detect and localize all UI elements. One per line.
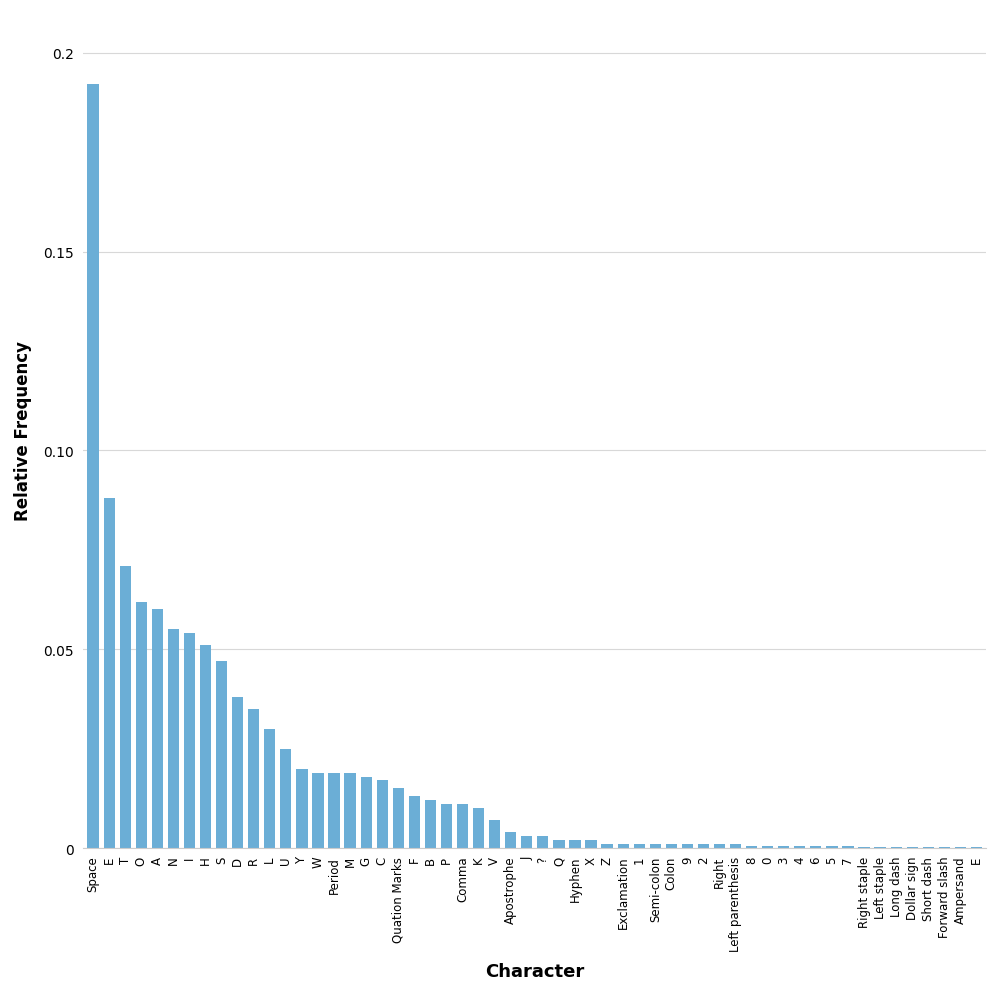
Bar — [280, 748, 291, 848]
Bar — [762, 846, 773, 848]
Bar — [634, 844, 645, 848]
Bar — [553, 840, 565, 848]
Bar — [377, 780, 388, 848]
Bar — [891, 847, 902, 848]
Bar — [344, 772, 356, 848]
Bar — [810, 846, 821, 848]
X-axis label: Character: Character — [485, 962, 584, 980]
Bar — [248, 709, 259, 848]
Bar — [473, 808, 484, 848]
Bar — [650, 844, 661, 848]
Bar — [152, 610, 163, 848]
Bar — [296, 768, 308, 848]
Bar — [328, 772, 340, 848]
Bar — [682, 844, 693, 848]
Bar — [312, 772, 324, 848]
Bar — [971, 847, 982, 848]
Bar — [425, 800, 436, 848]
Bar — [569, 840, 581, 848]
Bar — [842, 846, 854, 848]
Bar — [87, 85, 99, 848]
Bar — [409, 796, 420, 848]
Bar — [184, 634, 195, 848]
Bar — [457, 804, 468, 848]
Bar — [585, 840, 597, 848]
Bar — [441, 804, 452, 848]
Bar — [168, 630, 179, 848]
Bar — [601, 844, 613, 848]
Bar — [907, 847, 918, 848]
Bar — [618, 844, 629, 848]
Bar — [393, 788, 404, 848]
Bar — [505, 832, 516, 848]
Bar — [746, 846, 757, 848]
Bar — [826, 846, 838, 848]
Y-axis label: Relative Frequency: Relative Frequency — [14, 341, 32, 521]
Bar — [489, 820, 500, 848]
Bar — [794, 846, 805, 848]
Bar — [216, 662, 227, 848]
Bar — [232, 697, 243, 848]
Bar — [858, 847, 870, 848]
Bar — [120, 567, 131, 848]
Bar — [698, 844, 709, 848]
Bar — [714, 844, 725, 848]
Bar — [264, 729, 275, 848]
Bar — [955, 847, 966, 848]
Bar — [361, 776, 372, 848]
Bar — [537, 836, 548, 848]
Bar — [778, 846, 789, 848]
Bar — [939, 847, 950, 848]
Bar — [136, 602, 147, 848]
Bar — [874, 847, 886, 848]
Bar — [666, 844, 677, 848]
Bar — [521, 836, 532, 848]
Bar — [730, 844, 741, 848]
Bar — [200, 646, 211, 848]
Bar — [923, 847, 934, 848]
Bar — [104, 499, 115, 848]
